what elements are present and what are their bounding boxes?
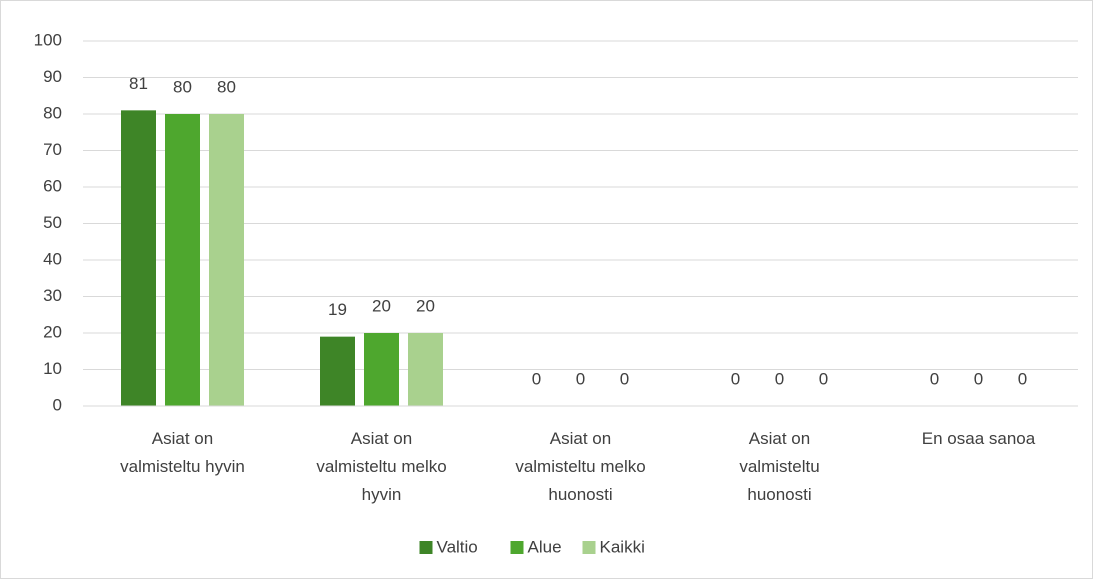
y-tick-label: 70 <box>43 140 62 159</box>
y-tick-label: 0 <box>53 395 62 414</box>
x-tick-label: Asiat on valmisteltu melko huonosti <box>515 429 645 504</box>
data-label: 0 <box>930 369 939 388</box>
data-label: 0 <box>576 369 585 388</box>
bar <box>209 114 244 406</box>
data-label: 81 <box>129 74 148 93</box>
y-tick-label: 10 <box>43 359 62 378</box>
data-label: 0 <box>1018 369 1027 388</box>
legend-label: Valtio <box>437 537 478 556</box>
data-label: 0 <box>775 369 784 388</box>
data-label: 20 <box>416 296 435 315</box>
x-tick-label: En osaa sanoa <box>922 429 1036 448</box>
data-label: 80 <box>217 77 236 96</box>
data-label: 80 <box>173 77 192 96</box>
legend-label: Kaikki <box>600 537 645 556</box>
y-tick-label: 90 <box>43 67 62 86</box>
data-label: 20 <box>372 296 391 315</box>
data-label: 0 <box>974 369 983 388</box>
bar <box>165 114 200 406</box>
data-label: 0 <box>620 369 629 388</box>
data-label: 0 <box>819 369 828 388</box>
data-label: 19 <box>328 300 347 319</box>
bar <box>364 333 399 406</box>
legend-label: Alue <box>528 537 562 556</box>
x-tick-label: Asiat on valmisteltu huonosti <box>739 429 819 504</box>
bar <box>408 333 443 406</box>
y-tick-label: 50 <box>43 213 62 232</box>
x-tick-label: Asiat on valmisteltu hyvin <box>120 429 245 476</box>
y-tick-label: 80 <box>43 103 62 122</box>
data-label: 0 <box>532 369 541 388</box>
legend-swatch <box>582 541 596 554</box>
data-label: 0 <box>731 369 740 388</box>
y-tick-label: 20 <box>43 322 62 341</box>
y-tick-label: 40 <box>43 249 62 268</box>
legend-swatch <box>419 541 433 554</box>
bar <box>320 336 355 406</box>
legend-swatch <box>510 541 524 554</box>
y-tick-label: 100 <box>34 30 62 49</box>
y-tick-label: 30 <box>43 286 62 305</box>
x-tick-label: Asiat on valmisteltu melko hyvin <box>316 429 446 504</box>
y-tick-label: 60 <box>43 176 62 195</box>
bar <box>121 110 156 406</box>
